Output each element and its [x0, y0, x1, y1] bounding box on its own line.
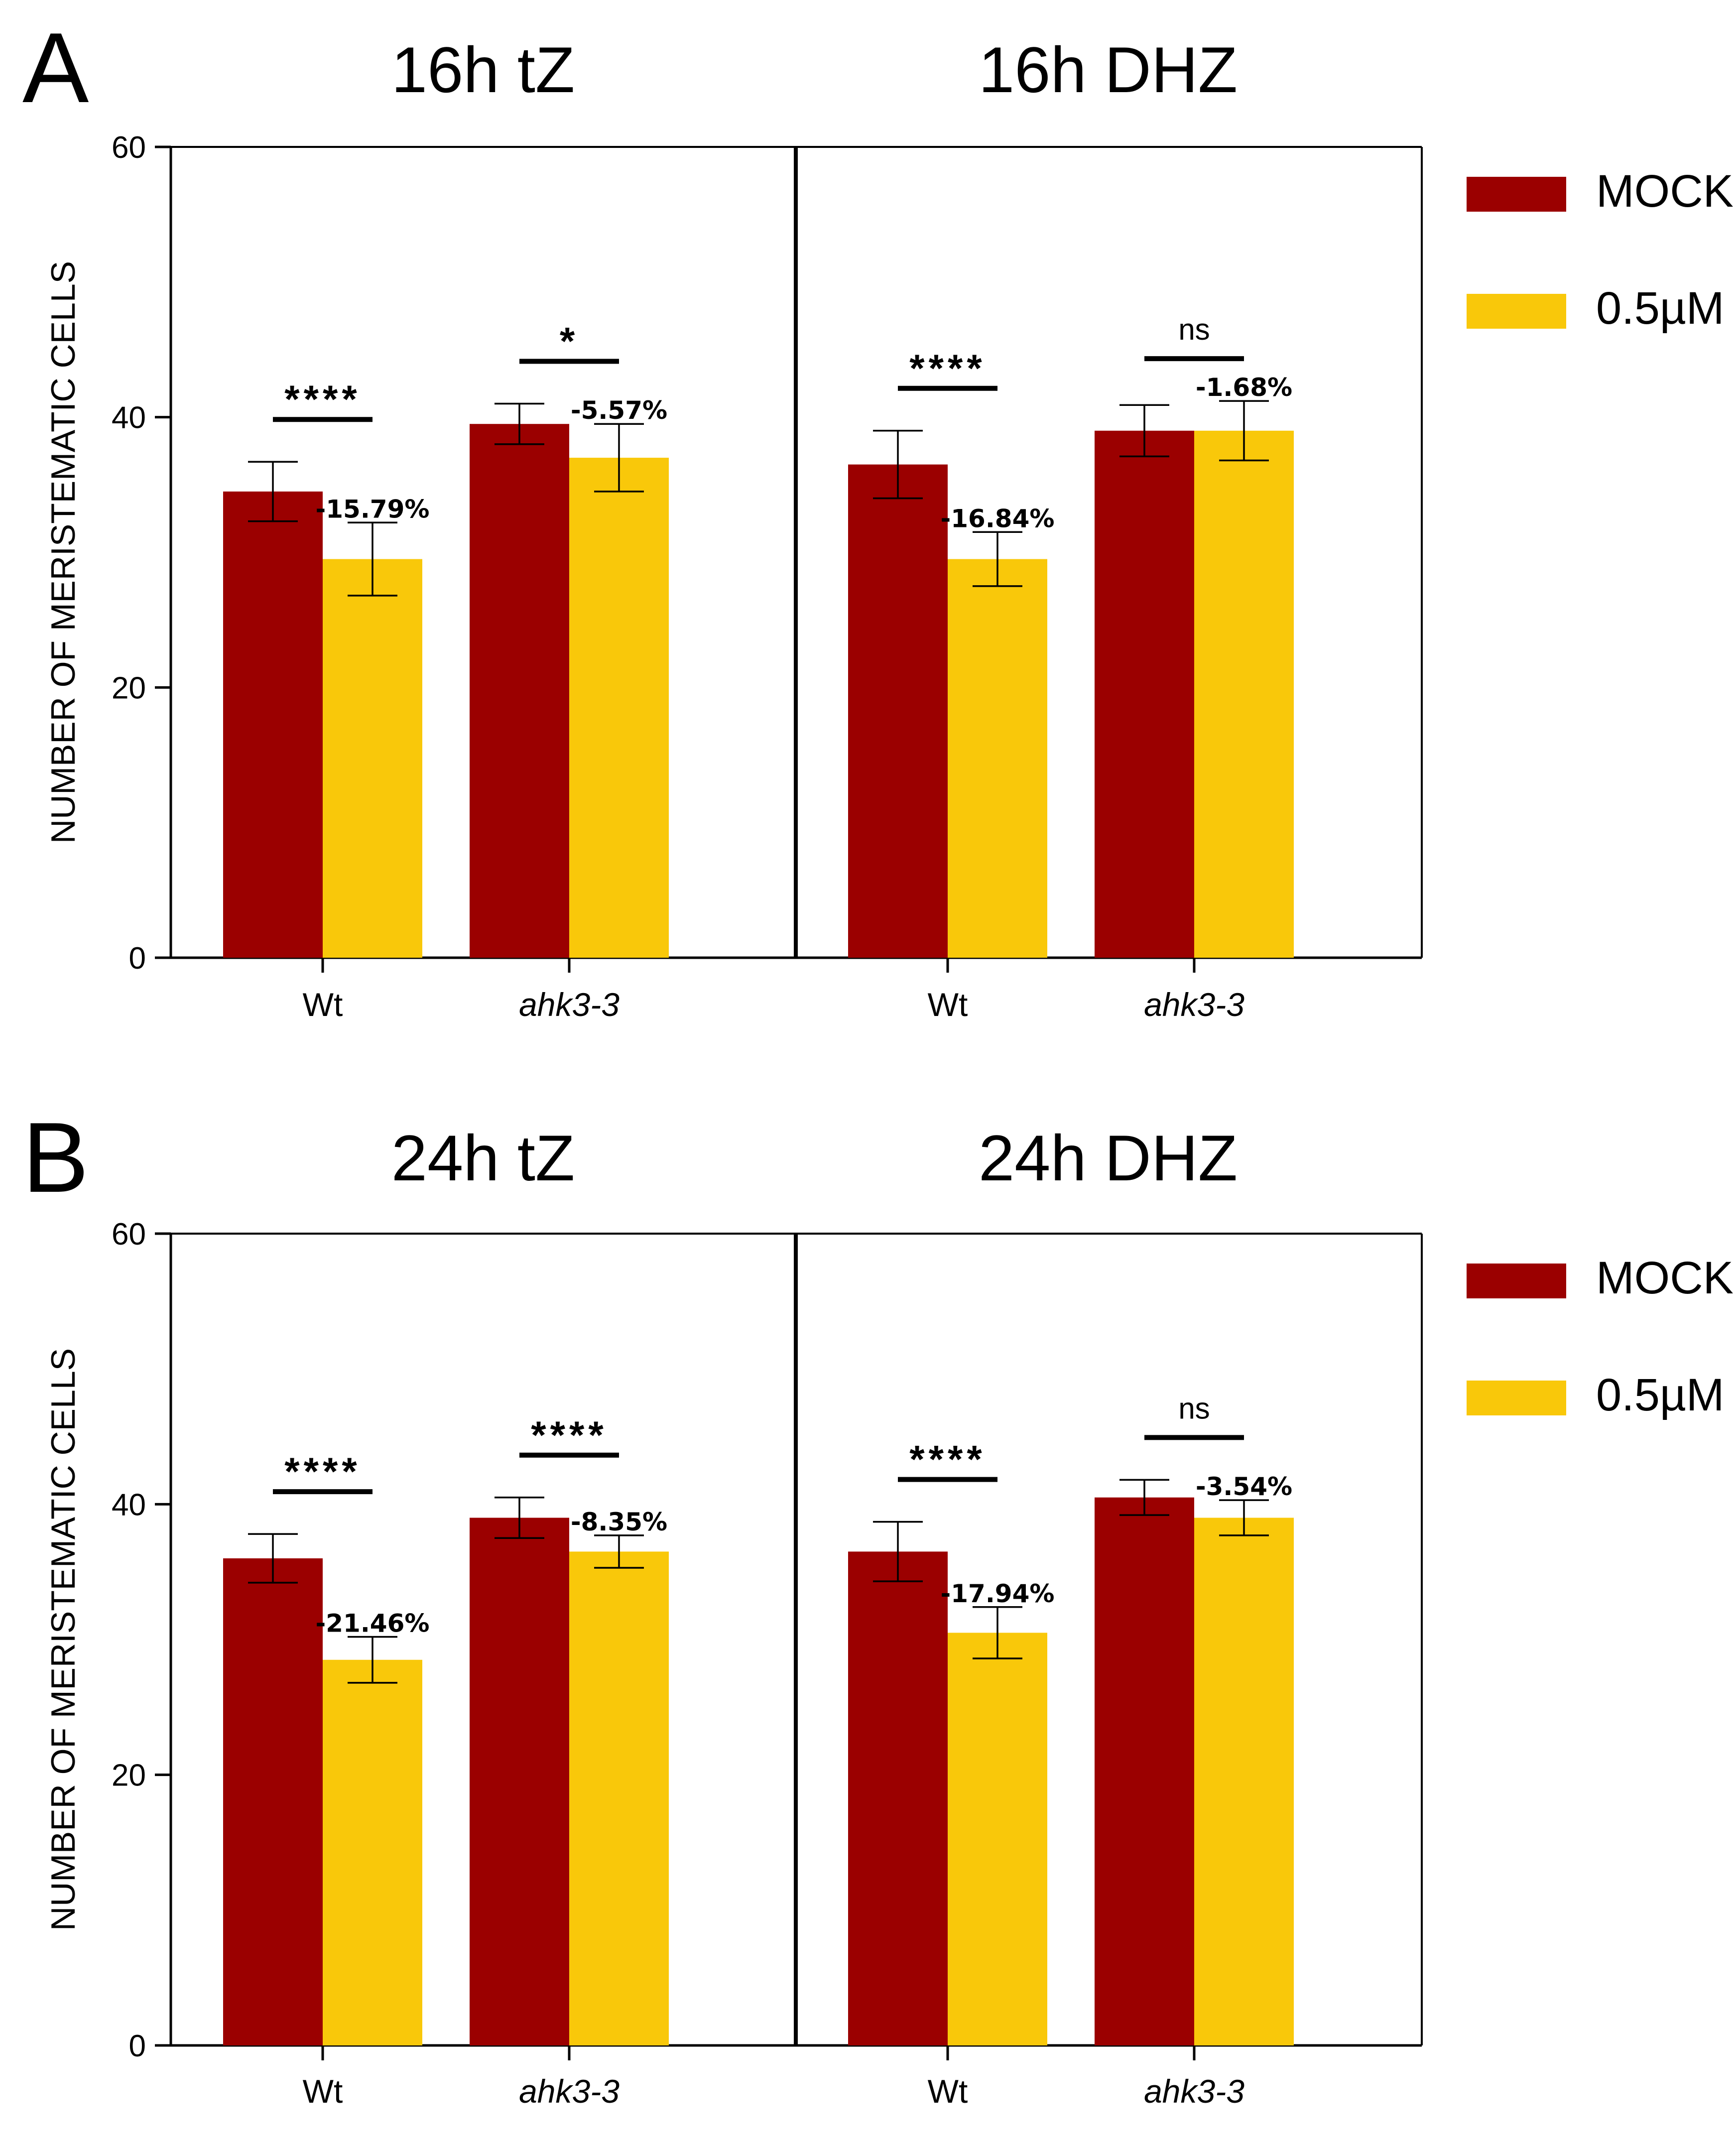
x-tick-label: Wt — [303, 2073, 343, 2110]
group-title: 16h tZ — [391, 33, 575, 106]
significance-label: ns — [1178, 1392, 1210, 1425]
bar-treated — [1194, 430, 1294, 958]
legend-label: MOCK — [1596, 166, 1734, 217]
x-tick-label: Wt — [303, 986, 343, 1023]
x-tick-label: ahk3-3 — [519, 986, 620, 1023]
significance-label: * — [560, 319, 579, 363]
percent-change-label: -16.84% — [940, 504, 1054, 533]
significance-label: **** — [909, 346, 986, 390]
percent-change-label: -15.79% — [315, 495, 429, 523]
legend-swatch — [1467, 294, 1566, 329]
bar-treated — [569, 458, 669, 958]
y-tick-label: 20 — [112, 1759, 146, 1793]
bar-mock — [848, 464, 948, 958]
legend-label: 0.5µM — [1596, 1370, 1725, 1420]
group-title: 24h DHZ — [979, 1122, 1238, 1194]
y-tick-label: 20 — [112, 671, 146, 705]
y-tick-label: 40 — [112, 1488, 146, 1522]
x-tick-label: ahk3-3 — [1144, 986, 1244, 1023]
x-tick-label: ahk3-3 — [1144, 2073, 1244, 2110]
bar-treated — [948, 559, 1047, 958]
y-tick-label: 0 — [129, 941, 146, 976]
bar-mock — [223, 1558, 323, 2045]
y-tick-label: 60 — [112, 130, 146, 165]
significance-label: **** — [531, 1413, 607, 1457]
panel-label: B — [22, 1102, 89, 1213]
percent-change-label: -3.54% — [1196, 1472, 1292, 1501]
y-tick-label: 60 — [112, 1217, 146, 1252]
y-tick-label: 0 — [129, 2029, 146, 2063]
legend-swatch — [1467, 177, 1566, 212]
percent-change-label: -17.94% — [940, 1579, 1054, 1608]
bar-treated — [1194, 1518, 1294, 2045]
bar-mock — [223, 491, 323, 958]
significance-label: **** — [909, 1437, 986, 1481]
bar-mock — [1095, 1497, 1194, 2045]
panel-label: A — [22, 12, 89, 124]
legend-swatch — [1467, 1264, 1566, 1298]
bar-treated — [323, 559, 422, 958]
significance-label: **** — [284, 1449, 361, 1493]
percent-change-label: -21.46% — [315, 1609, 429, 1638]
bar-mock — [1095, 430, 1194, 958]
chart-panel-a: A NUMBER OF MERISTEMATIC CELLS 0 20 40 60 16h … — [22, 12, 1734, 1023]
bar-treated — [948, 1633, 1047, 2045]
x-tick-label: ahk3-3 — [519, 2073, 620, 2110]
bar-treated — [323, 1659, 422, 2045]
percent-change-label: -1.68% — [1196, 373, 1292, 402]
percent-change-label: -8.35% — [571, 1508, 667, 1536]
bar-treated — [569, 1551, 669, 2045]
y-axis-label: NUMBER OF MERISTEMATIC CELLS — [44, 261, 82, 844]
bar-mock — [848, 1551, 948, 2045]
significance-label: ns — [1178, 313, 1210, 346]
x-tick-label: Wt — [928, 2073, 968, 2110]
x-tick-label: Wt — [928, 986, 968, 1023]
group-title: 16h DHZ — [979, 33, 1238, 106]
chart-panel-b: B NUMBER OF MERISTEMATIC CELLS 0 20 40 60 24h … — [22, 1102, 1734, 2110]
legend-label: MOCK — [1596, 1253, 1734, 1303]
percent-change-label: -5.57% — [571, 396, 667, 425]
legend-label: 0.5µM — [1596, 283, 1725, 334]
significance-label: **** — [284, 377, 361, 421]
bar-mock — [470, 424, 569, 958]
y-axis-label: NUMBER OF MERISTEMATIC CELLS — [44, 1348, 82, 1931]
group-title: 24h tZ — [391, 1122, 575, 1194]
y-tick-label: 40 — [112, 401, 146, 435]
bar-mock — [470, 1518, 569, 2045]
legend-swatch — [1467, 1381, 1566, 1415]
